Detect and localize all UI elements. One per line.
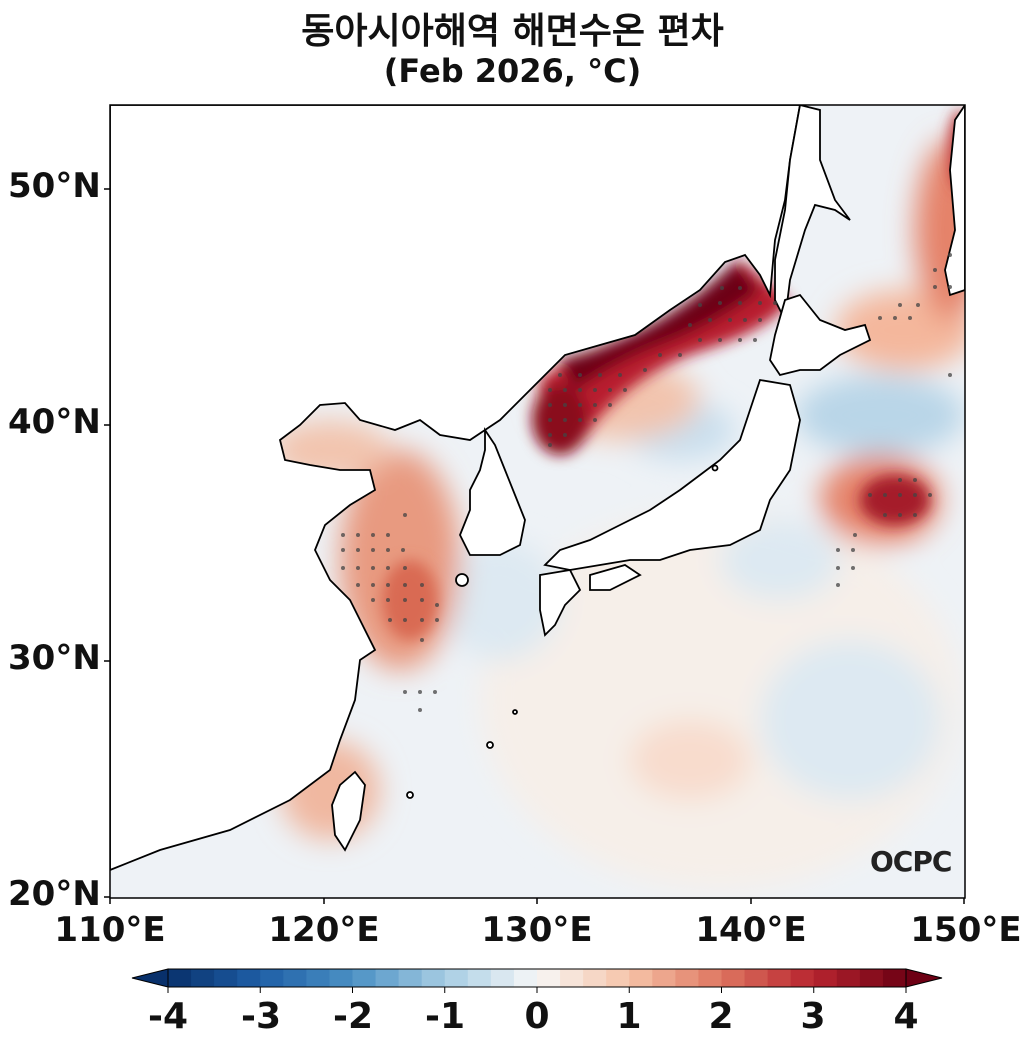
lat-label-20n: 20°N (8, 874, 101, 914)
colorbar-tick-label: -4 (148, 996, 188, 1037)
colorbar-segment (490, 969, 515, 987)
lat-label-40n: 40°N (8, 402, 101, 442)
colorbar-segment (790, 969, 815, 987)
colorbar-min-arrow (131, 968, 169, 988)
colorbar-segment (836, 969, 861, 987)
colorbar-tick-label: -1 (425, 996, 465, 1037)
colorbar-segment (652, 969, 676, 987)
colorbar-segment (583, 969, 607, 987)
axis-ticks (104, 188, 965, 904)
colorbar-segment (513, 969, 538, 987)
colorbar-segment (214, 969, 238, 987)
colorbar (131, 968, 943, 993)
colorbar-segment (283, 969, 307, 987)
colorbar-segment (721, 969, 746, 987)
colorbar-tick-label: 0 (524, 996, 550, 1037)
colorbar-segment (352, 969, 377, 987)
colorbar-segment (813, 969, 838, 987)
lon-label-140e: 140°E (695, 910, 807, 950)
lon-label-150e: 150°E (910, 910, 1022, 950)
coastlines (110, 105, 965, 871)
colorbar-segment (606, 969, 630, 987)
colorbar-segment (191, 969, 215, 987)
colorbar-segment (306, 969, 330, 987)
map-subtitle: (Feb 2026, °C) (383, 52, 642, 90)
ocpc-logo: OCPC (870, 845, 952, 878)
colorbar-segment (859, 969, 884, 987)
colorbar-segment (537, 969, 561, 987)
colorbar-tick-label: 3 (800, 996, 826, 1037)
colorbar-segment (698, 969, 722, 987)
colorbar-segment (675, 969, 699, 987)
colorbar-segment (467, 969, 492, 987)
map-title: 동아시아해역 해면수온 편차 (301, 11, 724, 52)
colorbar-tick-label: 4 (893, 996, 919, 1037)
colorbar-segment (237, 969, 261, 987)
colorbar-segment (329, 969, 353, 987)
colorbar-segment (421, 969, 446, 987)
lat-label-50n: 50°N (8, 166, 101, 206)
anomaly-field (110, 105, 965, 898)
colorbar-segment (767, 969, 792, 987)
significance-dots (341, 253, 952, 712)
colorbar-segment (168, 969, 192, 987)
lon-label-120e: 120°E (268, 910, 380, 950)
colorbar-tick-label: 2 (708, 996, 734, 1037)
lon-label-130e: 130°E (481, 910, 593, 950)
colorbar-max-arrow (905, 968, 943, 988)
colorbar-tick-label: -2 (333, 996, 373, 1037)
colorbar-tick-label: 1 (616, 996, 642, 1037)
colorbar-segment (398, 969, 423, 987)
colorbar-segment (375, 969, 400, 987)
colorbar-segment (444, 969, 469, 987)
colorbar-segment (560, 969, 584, 987)
lat-label-30n: 30°N (8, 638, 101, 678)
colorbar-tick-label: -3 (241, 996, 281, 1037)
colorbar-segment (260, 969, 284, 987)
colorbar-segment (882, 969, 907, 987)
lon-label-110e: 110°E (54, 910, 166, 950)
colorbar-segment (629, 969, 653, 987)
colorbar-segment (744, 969, 769, 987)
